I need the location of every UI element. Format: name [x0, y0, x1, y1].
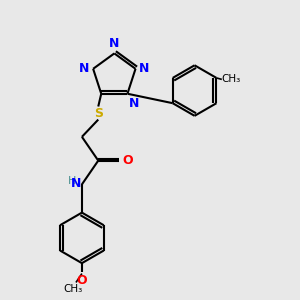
Text: CH₃: CH₃: [222, 74, 241, 84]
Text: S: S: [94, 106, 103, 119]
Text: CH₃: CH₃: [63, 284, 82, 294]
Text: N: N: [109, 37, 119, 50]
Text: N: N: [79, 62, 90, 75]
Text: N: N: [139, 62, 149, 75]
Text: O: O: [76, 274, 87, 286]
Text: N: N: [71, 177, 81, 190]
Text: H: H: [68, 176, 76, 186]
Text: N: N: [129, 97, 139, 110]
Text: O: O: [122, 154, 133, 167]
